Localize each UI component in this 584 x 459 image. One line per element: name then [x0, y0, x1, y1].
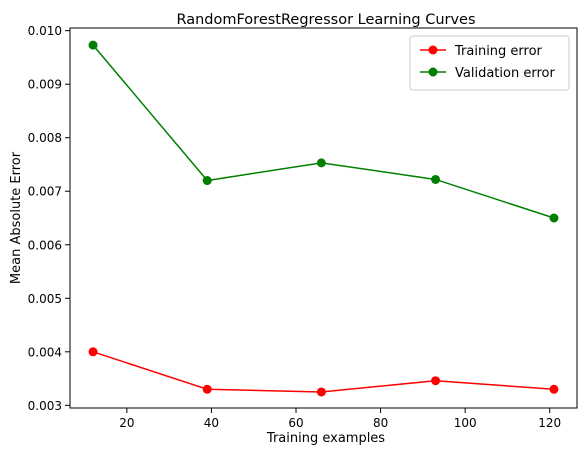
training-error-point — [431, 376, 441, 386]
chart-title: RandomForestRegressor Learning Curves — [176, 12, 475, 28]
x-tick-label: 40 — [204, 416, 219, 430]
validation-error-legend-marker — [428, 67, 438, 77]
y-axis-label: Mean Absolute Error — [9, 151, 24, 284]
x-tick-label: 100 — [454, 416, 477, 430]
validation-error-point — [88, 40, 98, 50]
training-error-point — [549, 384, 559, 394]
x-tick-label: 80 — [373, 416, 388, 430]
x-axis-ticks: 20 40 60 80 100 120 — [119, 408, 561, 430]
y-tick-label: 0.003 — [28, 399, 62, 413]
series-training-error — [88, 347, 559, 397]
training-error-legend-marker — [428, 45, 438, 55]
x-axis-label: Training examples — [266, 431, 385, 446]
y-tick-label: 0.006 — [28, 238, 62, 252]
x-tick-label: 20 — [119, 416, 134, 430]
training-error-point — [202, 384, 212, 394]
y-axis-ticks: 0.003 0.004 0.005 0.006 0.007 0.008 0.009 0.010 — [28, 24, 70, 413]
legend-box — [409, 35, 570, 91]
legend-item-validation-error: Validation error — [420, 66, 555, 81]
validation-error-point — [202, 176, 212, 186]
y-tick-label: 0.007 — [28, 185, 62, 199]
legend-item-training-error: Training error — [420, 44, 543, 59]
y-tick-label: 0.008 — [28, 131, 62, 145]
y-tick-label: 0.004 — [28, 345, 62, 359]
validation-error-legend-label: Validation error — [455, 66, 555, 81]
training-error-point — [316, 387, 326, 397]
series-validation-error — [88, 40, 559, 223]
y-tick-label: 0.009 — [28, 78, 62, 92]
validation-error-point — [316, 158, 326, 168]
x-tick-label: 120 — [538, 416, 561, 430]
x-tick-label: 60 — [288, 416, 303, 430]
plot-frame — [69, 27, 578, 409]
legend: Training error Validation error — [409, 35, 570, 91]
y-tick-label: 0.010 — [28, 24, 62, 38]
y-tick-label: 0.005 — [28, 292, 62, 306]
validation-error-point — [431, 174, 441, 184]
series-layer — [88, 40, 559, 397]
training-error-point — [88, 347, 98, 357]
validation-error-point — [549, 213, 559, 223]
training-error-legend-label: Training error — [454, 44, 543, 59]
